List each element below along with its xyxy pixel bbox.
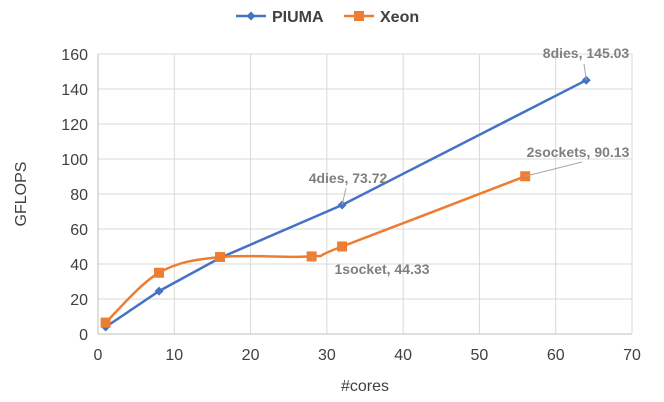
legend-label: PIUMA — [272, 9, 324, 26]
legend: PIUMA Xeon — [236, 9, 419, 26]
annotation-label: 2sockets, 90.13 — [527, 144, 630, 160]
legend-marker — [246, 11, 256, 21]
annotation-leader — [525, 161, 583, 177]
series-line-piuma — [104, 79, 587, 329]
annotation-leader — [583, 63, 587, 81]
x-tick-label: 70 — [623, 347, 641, 364]
x-tick-label: 30 — [318, 347, 336, 364]
y-tick-label: 60 — [70, 222, 88, 239]
y-axis-title: GFLOPS — [13, 162, 30, 227]
x-tick-label: 0 — [94, 347, 103, 364]
data-point-xeon — [337, 241, 348, 252]
y-tick-label: 160 — [61, 47, 88, 64]
data-point-xeon — [215, 252, 226, 262]
y-tick-label: 20 — [70, 292, 88, 309]
y-tick-label: 100 — [61, 152, 88, 169]
y-tick-label: 0 — [79, 327, 88, 344]
axes — [97, 54, 632, 335]
data-point-xeon — [154, 267, 165, 278]
x-tick-label: 50 — [471, 347, 489, 364]
x-tick-label: 40 — [394, 347, 412, 364]
series-line-xeon — [104, 175, 526, 324]
data-point-xeon — [100, 317, 111, 328]
annotation-leader — [341, 187, 347, 206]
legend-label: Xeon — [380, 9, 419, 26]
y-tick-label: 80 — [70, 187, 88, 204]
y-tick-label: 140 — [61, 82, 88, 99]
annotation-label: 4dies, 73.72 — [309, 170, 388, 186]
y-tick-label: 120 — [61, 117, 88, 134]
annotation-leader — [311, 256, 315, 263]
annotations: 8dies, 145.03 4dies, 73.72 2sockets, 90.13… — [309, 45, 630, 277]
x-tick-label: 10 — [165, 347, 183, 364]
annotation-label: 8dies, 145.03 — [543, 45, 630, 61]
y-tick-label: 40 — [70, 257, 88, 274]
legend-item-piuma: PIUMA — [236, 9, 324, 26]
tick-labels: 0 20 40 60 80 100 120 140 160 0 10 20 30 40 50 60 70 — [61, 47, 641, 364]
x-tick-label: 60 — [547, 347, 565, 364]
x-axis-title: #cores — [341, 378, 389, 395]
data-point-piuma — [154, 286, 164, 296]
annotation-label: 1socket, 44.33 — [335, 261, 430, 277]
x-tick-label: 20 — [242, 347, 260, 364]
legend-item-xeon: Xeon — [344, 9, 419, 26]
legend-marker — [354, 11, 364, 21]
